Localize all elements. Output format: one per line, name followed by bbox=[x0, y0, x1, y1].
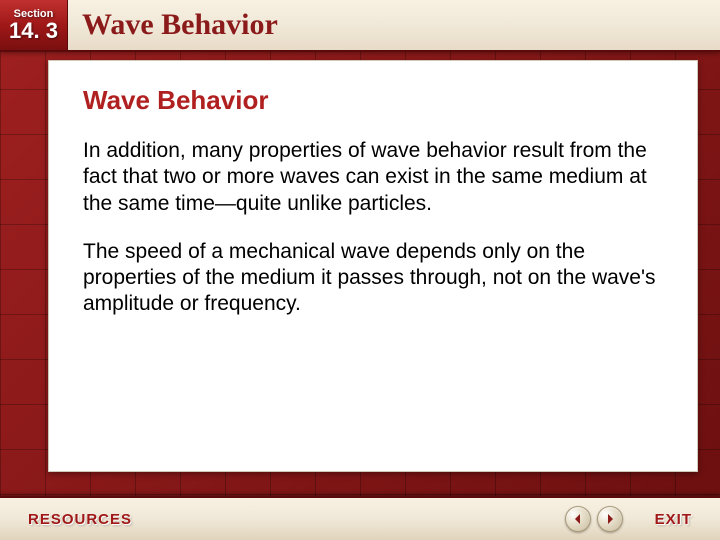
chevron-left-icon bbox=[572, 513, 584, 525]
content-panel: Wave Behavior In addition, many properti… bbox=[48, 60, 698, 472]
body-paragraph: In addition, many properties of wave beh… bbox=[83, 138, 663, 217]
footer-right-group: EXIT bbox=[565, 506, 692, 532]
nav-button-group bbox=[565, 506, 623, 532]
exit-button[interactable]: EXIT bbox=[655, 511, 692, 528]
next-button[interactable] bbox=[597, 506, 623, 532]
resources-button[interactable]: RESOURCES bbox=[28, 511, 132, 528]
footer-bar: RESOURCES EXIT bbox=[0, 496, 720, 540]
prev-button[interactable] bbox=[565, 506, 591, 532]
section-number: 14. 3 bbox=[9, 20, 58, 42]
page-title: Wave Behavior bbox=[83, 85, 663, 116]
section-badge: Section 14. 3 bbox=[0, 0, 68, 50]
chapter-title: Wave Behavior bbox=[68, 0, 720, 50]
chevron-right-icon bbox=[604, 513, 616, 525]
body-paragraph: The speed of a mechanical wave depends o… bbox=[83, 239, 663, 318]
header-bar: Section 14. 3 Wave Behavior bbox=[0, 0, 720, 52]
